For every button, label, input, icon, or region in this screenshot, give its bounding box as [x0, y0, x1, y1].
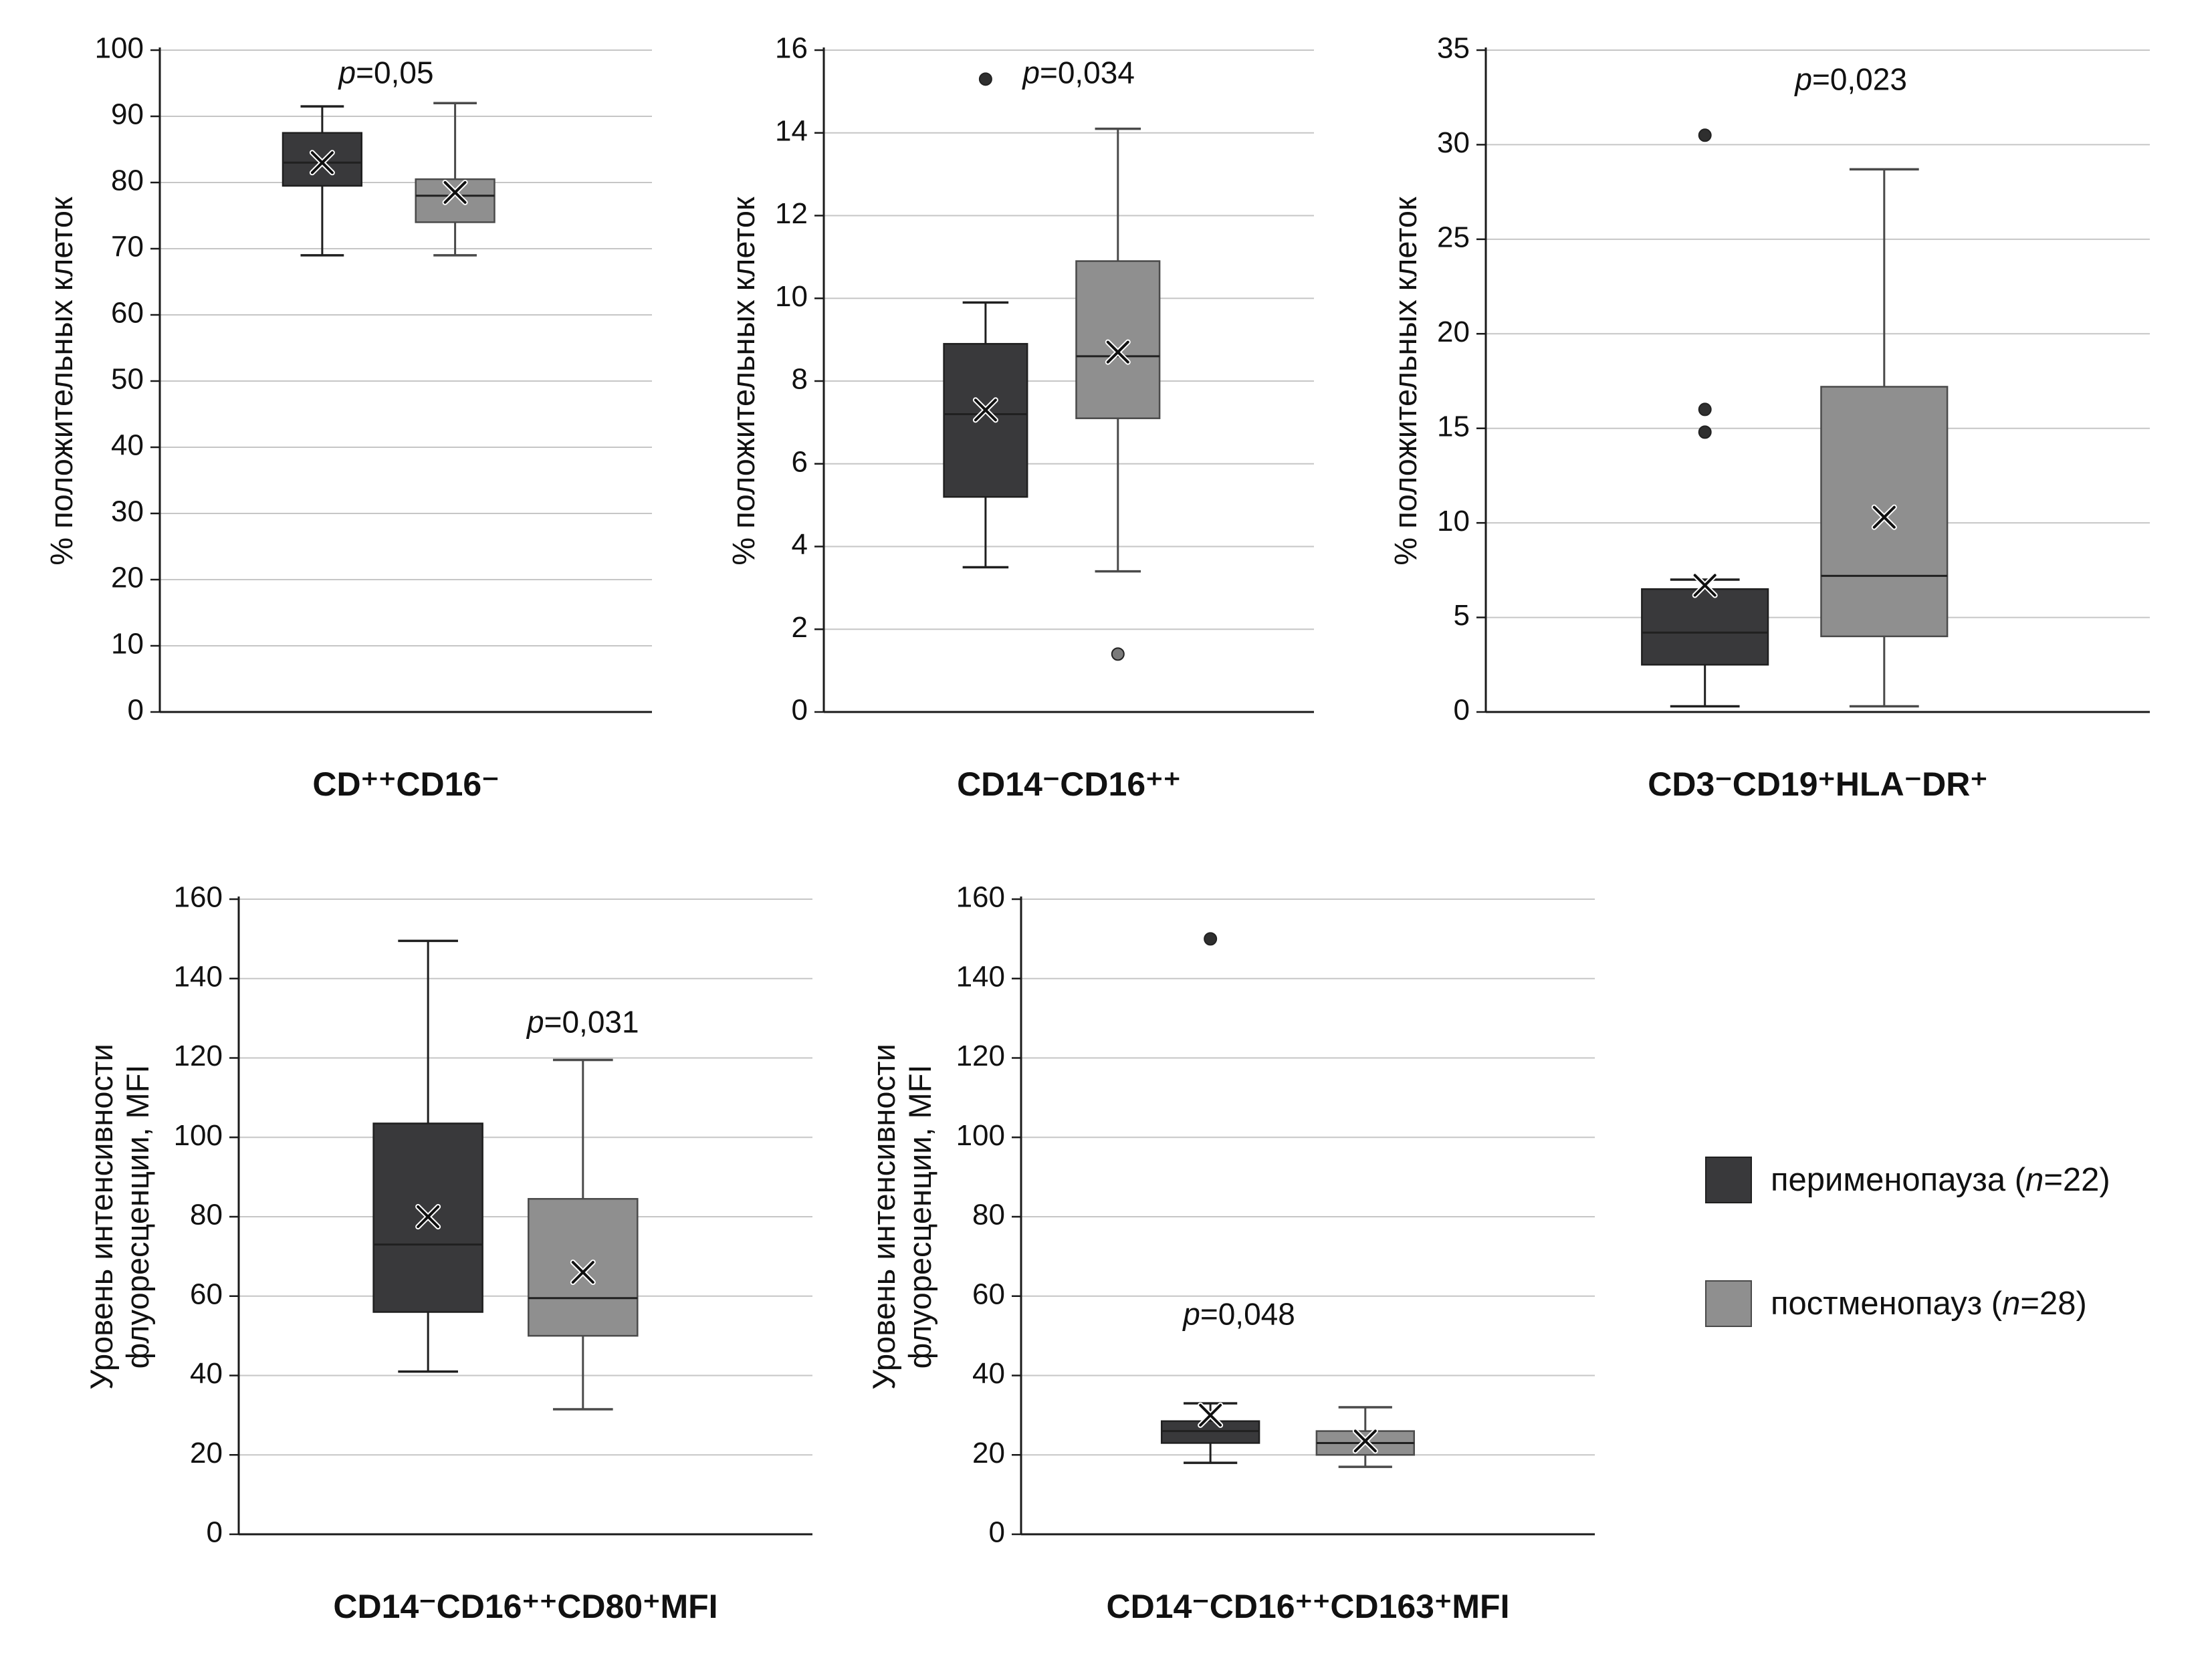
svg-text:14: 14: [775, 114, 808, 147]
svg-text:40: 40: [972, 1357, 1005, 1390]
box-perimenopause: [282, 105, 363, 257]
outlier-dot: [1698, 425, 1712, 439]
x-axis-label: CD3⁻CD19⁺HLA⁻DR⁺: [1648, 765, 1987, 803]
x-axis-label: CD⁺⁺CD16⁻: [312, 765, 499, 803]
svg-text:160: 160: [956, 881, 1005, 914]
top-row: 0 10 20 30 40 50 60 70 80 90 100% положительных кл…: [0, 0, 2212, 836]
svg-text:80: 80: [111, 164, 144, 197]
boxplot-cd14neg-cd16pp: 0 2 4 6 8 10 12 14 16 % положительных клеток CD14⁻…: [722, 13, 1344, 836]
outlier-dot: [1204, 932, 1218, 946]
svg-text:100: 100: [95, 32, 144, 65]
p-value-label: p=0,05: [338, 55, 434, 90]
svg-text:15: 15: [1437, 410, 1470, 443]
box-perimenopause: [372, 939, 483, 1373]
svg-text:140: 140: [174, 960, 223, 993]
box-postmenopause: [1315, 1406, 1415, 1468]
svg-text:флуоресценции, MFI: флуоресценции, MFI: [902, 1065, 937, 1369]
svg-text:5: 5: [1454, 599, 1470, 632]
legend-item-perimenopause: перименопауза (n=22): [1705, 1157, 2200, 1203]
svg-text:0: 0: [792, 694, 808, 727]
outlier-dot: [1111, 647, 1125, 661]
svg-text:80: 80: [190, 1199, 223, 1231]
svg-text:140: 140: [956, 960, 1005, 993]
outlier-dot: [1698, 402, 1712, 416]
svg-text:40: 40: [111, 429, 144, 462]
chart-svg: 0 2 4 6 8 10 12 14 16 % положительных клеток CD14⁻…: [726, 32, 1314, 803]
chart-svg: 0 20 40 60 80 100 120 140 160 Уровень интенсивнос…: [866, 881, 1595, 1625]
svg-text:% положительных клеток: % положительных клеток: [726, 197, 761, 566]
box-postmenopause: [528, 1058, 639, 1411]
svg-text:0: 0: [989, 1516, 1005, 1549]
svg-text:% положительных клеток: % положительных клеток: [43, 197, 79, 566]
svg-text:20: 20: [972, 1437, 1005, 1469]
boxplot-cd163-mfi: 0 20 40 60 80 100 120 140 160 Уровень интенсивнос…: [863, 862, 1625, 1658]
svg-text:120: 120: [956, 1040, 1005, 1072]
outlier-dot: [978, 72, 992, 86]
svg-text:флуоресценции, MFI: флуоресценции, MFI: [120, 1065, 155, 1369]
bottom-row: 0 20 40 60 80 100 120 140 160 Уровень интенсивнос…: [0, 836, 2212, 1658]
svg-text:35: 35: [1437, 32, 1470, 65]
svg-text:60: 60: [972, 1278, 1005, 1310]
svg-text:80: 80: [972, 1199, 1005, 1231]
svg-text:% положительных клеток: % положительных клеток: [1388, 197, 1423, 566]
svg-text:60: 60: [111, 297, 144, 330]
boxplot-cd-cd16neg: 0 10 20 30 40 50 60 70 80 90 100 % положительных кл…: [40, 13, 682, 836]
p-value-label: p=0,048: [1182, 1297, 1295, 1332]
box-postmenopause: [1075, 127, 1161, 661]
svg-text:10: 10: [775, 280, 808, 313]
x-axis-label: CD14⁻CD16⁺⁺CD163⁺MFI: [1107, 1588, 1510, 1625]
svg-text:40: 40: [190, 1357, 223, 1390]
svg-text:10: 10: [111, 628, 144, 661]
svg-text:20: 20: [111, 562, 144, 594]
svg-text:20: 20: [190, 1437, 223, 1469]
svg-text:160: 160: [174, 881, 223, 914]
svg-text:90: 90: [111, 98, 144, 131]
svg-text:100: 100: [174, 1119, 223, 1152]
chart-svg: 0 10 20 30 40 50 60 70 80 90 100 % положительных кл…: [43, 32, 652, 803]
legend: перименопауза (n=22) постменопауз (n=28): [1645, 862, 2200, 1327]
chart-svg: 0 5 10 15 20 25 30 35 % положительных клеток CD3⁻…: [1388, 32, 2150, 803]
legend-label-perimenopause: перименопауза (n=22): [1771, 1162, 2110, 1198]
x-axis-label: CD14⁻CD16⁺⁺CD80⁺MFI: [333, 1588, 717, 1625]
svg-text:Уровень интенсивности: Уровень интенсивности: [84, 1044, 119, 1390]
boxplot-cd3neg-cd19pos-hladr: 0 5 10 15 20 25 30 35 % положительных клеток CD3⁻…: [1384, 13, 2180, 836]
box-perimenopause: [1160, 932, 1260, 1464]
svg-text:10: 10: [1437, 505, 1470, 537]
legend-swatch-perimenopause: [1705, 1157, 1752, 1203]
box-perimenopause: [1641, 128, 1769, 708]
svg-text:2: 2: [792, 611, 808, 644]
chart-svg: 0 20 40 60 80 100 120 140 160 Уровень интенсивнос…: [84, 881, 812, 1625]
svg-text:30: 30: [1437, 126, 1470, 159]
box-perimenopause: [943, 72, 1028, 569]
svg-text:100: 100: [956, 1119, 1005, 1152]
legend-item-postmenopause: постменопауз (n=28): [1705, 1280, 2200, 1327]
svg-text:50: 50: [111, 363, 144, 396]
svg-text:16: 16: [775, 32, 808, 65]
p-value-label: p=0,031: [526, 1005, 639, 1040]
svg-text:12: 12: [775, 197, 808, 230]
svg-text:6: 6: [792, 445, 808, 478]
x-axis-label: CD14⁻CD16⁺⁺: [957, 765, 1181, 803]
svg-text:0: 0: [128, 694, 144, 727]
svg-text:0: 0: [207, 1516, 223, 1549]
box-postmenopause: [1820, 168, 1949, 708]
svg-text:8: 8: [792, 363, 808, 396]
p-value-label: p=0,023: [1793, 62, 1907, 96]
svg-text:30: 30: [111, 495, 144, 528]
svg-text:0: 0: [1454, 694, 1470, 727]
svg-text:Уровень интенсивности: Уровень интенсивности: [866, 1044, 901, 1390]
svg-text:20: 20: [1437, 316, 1470, 348]
svg-text:60: 60: [190, 1278, 223, 1310]
svg-text:25: 25: [1437, 221, 1470, 253]
svg-text:120: 120: [174, 1040, 223, 1072]
svg-text:4: 4: [792, 528, 808, 561]
outlier-dot: [1698, 128, 1712, 142]
p-value-label: p=0,034: [1021, 55, 1135, 90]
box-postmenopause: [415, 102, 495, 257]
legend-label-postmenopause: постменопауз (n=28): [1771, 1286, 2087, 1322]
boxplot-cd80-mfi: 0 20 40 60 80 100 120 140 160 Уровень интенсивнос…: [80, 862, 843, 1658]
legend-swatch-postmenopause: [1705, 1280, 1752, 1327]
svg-text:70: 70: [111, 231, 144, 263]
